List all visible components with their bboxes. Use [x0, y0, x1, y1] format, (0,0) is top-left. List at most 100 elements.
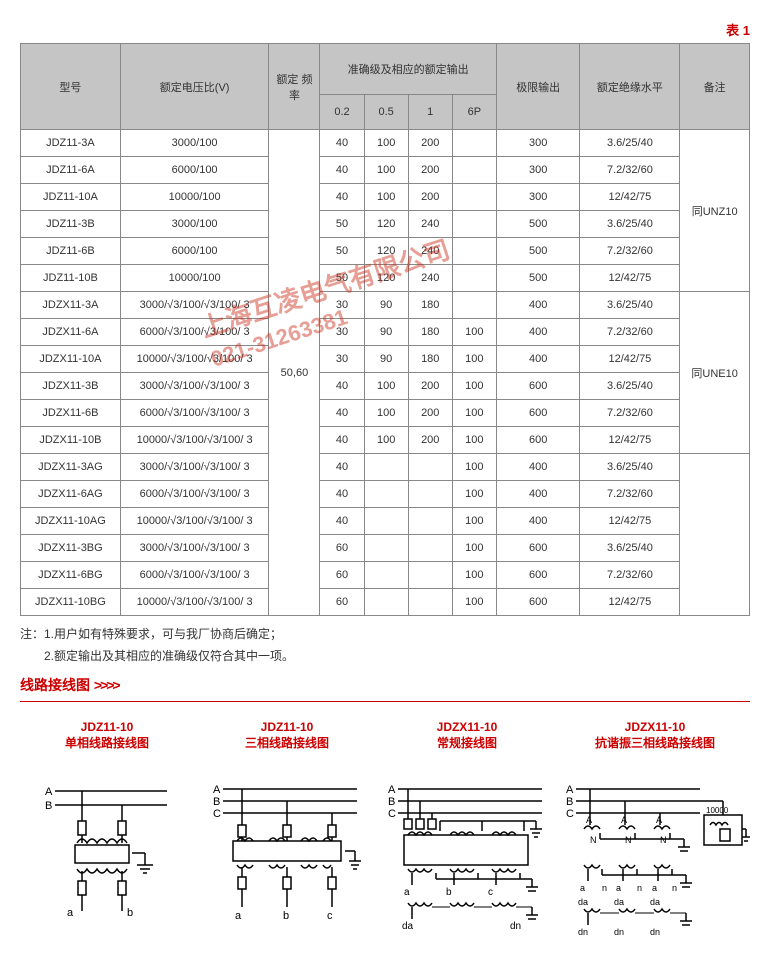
cell — [408, 454, 452, 481]
cell: 180 — [408, 346, 452, 373]
cell: 120 — [364, 265, 408, 292]
cell: 600 — [496, 535, 580, 562]
cell: 7.2/32/60 — [580, 157, 680, 184]
svg-text:b: b — [283, 910, 289, 922]
cell: 300 — [496, 130, 580, 157]
section-arrows: >>>> — [94, 677, 119, 693]
diag-3-t1: JDZX11-10 — [380, 720, 554, 734]
cell: 100 — [364, 130, 408, 157]
cell: 200 — [408, 427, 452, 454]
cell: 600 — [496, 373, 580, 400]
cell: 6000/100 — [120, 157, 269, 184]
cell: 100 — [364, 184, 408, 211]
cell — [452, 238, 496, 265]
table-row: JDZ11-6A6000/100401002003007.2/32/60 — [21, 157, 750, 184]
svg-text:A: A — [388, 784, 396, 796]
th-accuracy: 准确级及相应的额定输出 — [320, 44, 496, 95]
cell: 3000/100 — [120, 211, 269, 238]
th-sub: 1 — [408, 95, 452, 130]
svg-text:A: A — [656, 815, 662, 825]
cell: 120 — [364, 238, 408, 265]
cell: 40 — [320, 130, 364, 157]
cell: 50 — [320, 211, 364, 238]
table-row: JDZ11-10B10000/1005012024050012/42/75 — [21, 265, 750, 292]
diag-2-t2: 三相线路接线图 — [200, 734, 374, 751]
cell: JDZ11-10A — [21, 184, 121, 211]
cell: 90 — [364, 292, 408, 319]
cell: 6000/√3/100/√3/100/ 3 — [120, 562, 269, 589]
diag-1-t1: JDZ11-10 — [20, 720, 194, 734]
table-row: JDZX11-3BG3000/√3/100/√3/100/ 3601006003… — [21, 535, 750, 562]
svg-text:da: da — [402, 921, 414, 932]
cell: JDZX11-6AG — [21, 481, 121, 508]
table-row: JDZX11-10A10000/√3/100/√3/100/ 330901801… — [21, 346, 750, 373]
cell: 3.6/25/40 — [580, 130, 680, 157]
svg-text:da: da — [578, 897, 588, 907]
cell: 12/42/75 — [580, 589, 680, 616]
cell: 40 — [320, 400, 364, 427]
cell: 12/42/75 — [580, 427, 680, 454]
cell: 100 — [452, 319, 496, 346]
svg-text:N: N — [625, 835, 632, 845]
notes: 注：1.用户如有特殊要求，可与我厂协商后确定； 2.额定输出及其相应的准确级仅符… — [20, 624, 750, 667]
cell: 500 — [496, 265, 580, 292]
cell: 7.2/32/60 — [580, 481, 680, 508]
svg-text:a: a — [580, 883, 585, 893]
cell: 90 — [364, 319, 408, 346]
cell: 10000/√3/100/√3/100/ 3 — [120, 346, 269, 373]
cell: 10000/√3/100/√3/100/ 3 — [120, 427, 269, 454]
table-row: JDZX11-3AG3000/√3/100/√3/100/ 3401004003… — [21, 454, 750, 481]
cell — [364, 508, 408, 535]
cell: 100 — [452, 346, 496, 373]
cell: 3.6/25/40 — [580, 211, 680, 238]
cell: 7.2/32/60 — [580, 319, 680, 346]
cell: 7.2/32/60 — [580, 400, 680, 427]
cell: 600 — [496, 562, 580, 589]
cell: 200 — [408, 130, 452, 157]
cell — [452, 130, 496, 157]
cell: 10000/√3/100/√3/100/ 3 — [120, 589, 269, 616]
cell: 500 — [496, 211, 580, 238]
cell: 6000/√3/100/√3/100/ 3 — [120, 319, 269, 346]
cell-remark: 同UNE10 — [680, 292, 750, 454]
cell: 3.6/25/40 — [580, 535, 680, 562]
diag-4-svg: A B C A A A N N N 10000 — [560, 781, 750, 951]
diag-2-svg: A B C a b c — [207, 781, 367, 931]
diagram-2: JDZ11-10 三相线路接线图 A B C — [200, 720, 374, 951]
cell: 600 — [496, 427, 580, 454]
svg-text:a: a — [235, 910, 242, 922]
svg-text:dn: dn — [614, 927, 624, 937]
svg-text:n: n — [672, 883, 677, 893]
th-ratio: 额定电压比(V) — [120, 44, 269, 130]
diag-2-t1: JDZ11-10 — [200, 720, 374, 734]
svg-text:B: B — [45, 800, 52, 812]
diag-1-t2: 单相线路接线图 — [20, 734, 194, 751]
cell: 100 — [452, 562, 496, 589]
table-row: JDZX11-6A6000/√3/100/√3/100/ 33090180100… — [21, 319, 750, 346]
cell: 300 — [496, 184, 580, 211]
cell: JDZ11-3B — [21, 211, 121, 238]
table-row: JDZ11-10A10000/1004010020030012/42/75 — [21, 184, 750, 211]
svg-text:n: n — [637, 883, 642, 893]
cell: JDZX11-3B — [21, 373, 121, 400]
cell: 100 — [452, 427, 496, 454]
cell: 100 — [452, 454, 496, 481]
cell: 240 — [408, 238, 452, 265]
cell: 40 — [320, 184, 364, 211]
cell: 7.2/32/60 — [580, 238, 680, 265]
cell: 100 — [452, 508, 496, 535]
cell: 50 — [320, 265, 364, 292]
svg-text:B: B — [566, 796, 573, 808]
cell: 30 — [320, 319, 364, 346]
cell: 12/42/75 — [580, 508, 680, 535]
cell: 6000/√3/100/√3/100/ 3 — [120, 400, 269, 427]
cell: 200 — [408, 373, 452, 400]
cell — [364, 481, 408, 508]
cell — [408, 589, 452, 616]
cell — [364, 454, 408, 481]
svg-text:a: a — [616, 883, 621, 893]
spec-table: 型号 额定电压比(V) 额定 频率 准确级及相应的额定输出 极限输出 额定绝缘水… — [20, 43, 750, 616]
cell: 100 — [364, 400, 408, 427]
th-sub: 6P — [452, 95, 496, 130]
cell: 7.2/32/60 — [580, 562, 680, 589]
